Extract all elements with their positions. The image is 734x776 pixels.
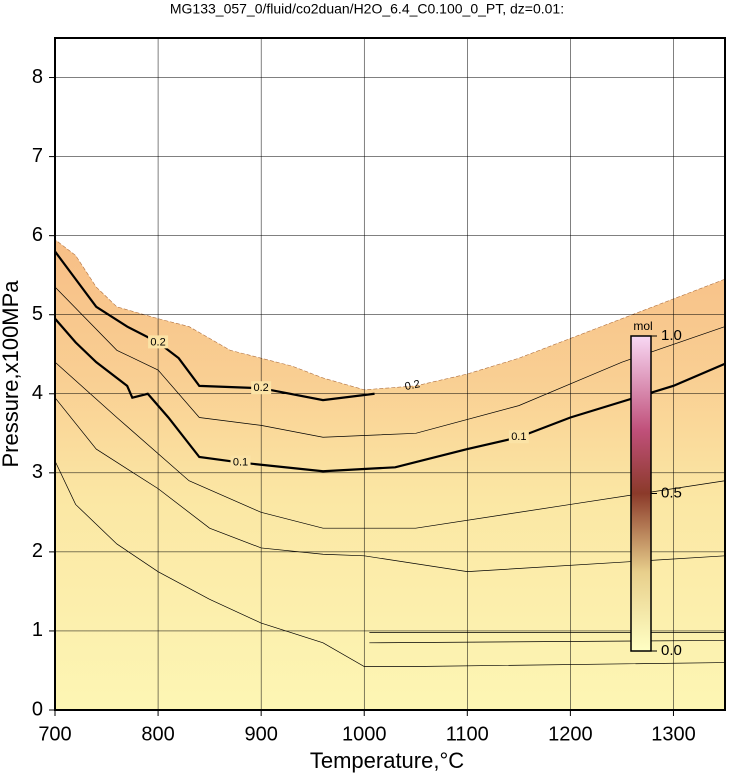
colorbar-label: mol	[633, 319, 652, 333]
colorbar-tick-label: 1.0	[661, 327, 682, 344]
contour-line	[54, 361, 726, 529]
contour-label: 0.1	[233, 456, 248, 468]
stable-region	[55, 239, 725, 710]
contour-line	[54, 397, 726, 572]
y-tick-label: 4	[32, 382, 43, 404]
contour-label: 0.2	[254, 382, 269, 394]
y-tick-label: 3	[32, 461, 43, 483]
region-edge	[54, 238, 726, 710]
y-tick-label: 7	[32, 145, 43, 167]
y-tick-label: 8	[32, 66, 43, 88]
contour-label: 0.2	[150, 336, 165, 348]
contour-line	[369, 640, 726, 644]
y-tick-label: 2	[32, 540, 43, 562]
contour-line	[54, 250, 375, 402]
y-tick-label: 5	[32, 303, 43, 325]
x-tick-label: 1300	[651, 723, 696, 745]
x-tick-label: 1000	[342, 723, 387, 745]
contour-label: 0.1	[511, 431, 526, 443]
contour-label-bg	[230, 455, 251, 469]
x-tick-label: 700	[38, 723, 71, 745]
contour-line	[54, 317, 726, 473]
colorbar	[630, 335, 652, 652]
y-tick-label: 1	[32, 619, 43, 641]
contour-label: 0.2	[404, 378, 421, 393]
x-tick-label: 900	[244, 723, 277, 745]
contour-line	[54, 460, 726, 667]
x-axis-label: Temperature,°C	[310, 748, 464, 773]
y-tick-label: 6	[32, 224, 43, 246]
contour-label-bg	[251, 381, 272, 395]
x-tick-label: 800	[141, 723, 174, 745]
chart-title: MG133_057_0/fluid/co2duan/H2O_6.4_C0.100…	[170, 1, 564, 17]
colorbar-tick-label: 0.0	[661, 642, 682, 659]
contour-label-bg	[508, 430, 529, 444]
y-axis-label: Pressure,x100MPa	[0, 280, 23, 468]
plot-frame	[54, 37, 726, 711]
contour-label-bg	[148, 335, 169, 349]
y-tick-label: 0	[32, 698, 43, 720]
x-tick-label: 1100	[446, 723, 489, 745]
colorbar-tick-label: 0.5	[661, 484, 682, 501]
x-tick-label: 1200	[548, 723, 593, 745]
contour-line	[54, 286, 726, 438]
